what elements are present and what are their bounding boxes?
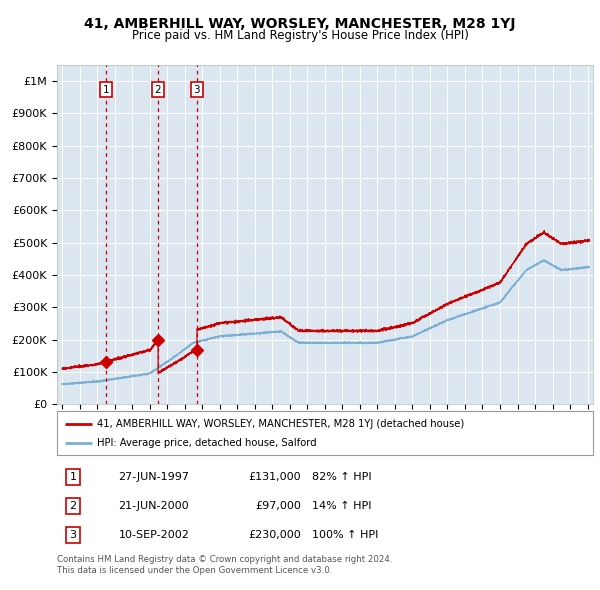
Text: Contains HM Land Registry data © Crown copyright and database right 2024.: Contains HM Land Registry data © Crown c…: [57, 555, 392, 563]
Text: 3: 3: [194, 85, 200, 94]
Text: £131,000: £131,000: [248, 472, 301, 482]
Text: 27-JUN-1997: 27-JUN-1997: [119, 472, 190, 482]
Text: 2: 2: [70, 501, 77, 511]
Text: 14% ↑ HPI: 14% ↑ HPI: [311, 501, 371, 511]
Text: 41, AMBERHILL WAY, WORSLEY, MANCHESTER, M28 1YJ (detached house): 41, AMBERHILL WAY, WORSLEY, MANCHESTER, …: [97, 419, 464, 428]
Text: 10-SEP-2002: 10-SEP-2002: [119, 530, 190, 540]
Text: 82% ↑ HPI: 82% ↑ HPI: [311, 472, 371, 482]
Text: 100% ↑ HPI: 100% ↑ HPI: [311, 530, 378, 540]
Text: £97,000: £97,000: [255, 501, 301, 511]
Text: 21-JUN-2000: 21-JUN-2000: [119, 501, 189, 511]
Text: 1: 1: [70, 472, 77, 482]
Text: Price paid vs. HM Land Registry's House Price Index (HPI): Price paid vs. HM Land Registry's House …: [131, 30, 469, 42]
Text: 3: 3: [70, 530, 77, 540]
Text: 41, AMBERHILL WAY, WORSLEY, MANCHESTER, M28 1YJ: 41, AMBERHILL WAY, WORSLEY, MANCHESTER, …: [84, 17, 516, 31]
Text: 1: 1: [103, 85, 109, 94]
Text: £230,000: £230,000: [248, 530, 301, 540]
Text: This data is licensed under the Open Government Licence v3.0.: This data is licensed under the Open Gov…: [57, 566, 332, 575]
Text: HPI: Average price, detached house, Salford: HPI: Average price, detached house, Salf…: [97, 438, 317, 448]
Text: 2: 2: [155, 85, 161, 94]
